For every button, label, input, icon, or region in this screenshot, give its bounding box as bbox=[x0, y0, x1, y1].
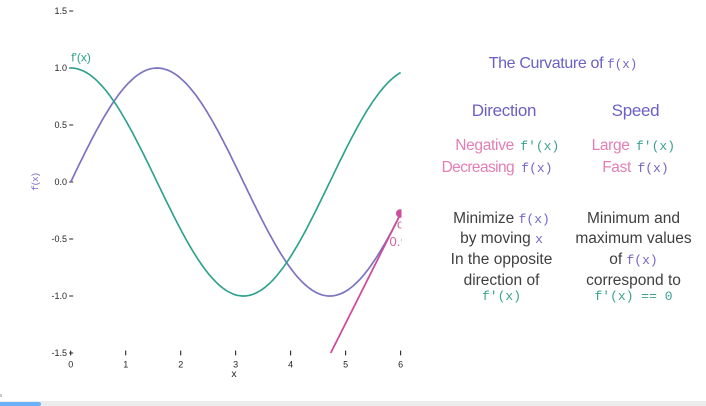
svg-text:6: 6 bbox=[398, 360, 403, 370]
svg-text:3: 3 bbox=[233, 360, 238, 370]
svg-text:f(x): f(x) bbox=[30, 173, 41, 191]
svg-text:2: 2 bbox=[178, 360, 183, 370]
svg-text:x: x bbox=[231, 368, 237, 380]
svg-text:4: 4 bbox=[288, 360, 293, 370]
svg-text:1.5: 1.5 bbox=[54, 6, 67, 16]
svg-text:1: 1 bbox=[123, 360, 128, 370]
svg-text:0.96: 0.96 bbox=[390, 234, 415, 249]
svg-text:-1.0: -1.0 bbox=[51, 291, 67, 301]
svg-text:0.5: 0.5 bbox=[54, 120, 67, 130]
svg-text:f'(x): f'(x) bbox=[71, 50, 91, 64]
svg-text:5: 5 bbox=[343, 360, 348, 370]
svg-text:1.0: 1.0 bbox=[54, 63, 67, 73]
svg-text:-1.5: -1.5 bbox=[51, 348, 67, 358]
svg-text:o: o bbox=[397, 218, 404, 232]
svg-text:0.0: 0.0 bbox=[54, 177, 67, 187]
svg-text:0: 0 bbox=[68, 360, 73, 370]
svg-text:-0.5: -0.5 bbox=[51, 234, 67, 244]
